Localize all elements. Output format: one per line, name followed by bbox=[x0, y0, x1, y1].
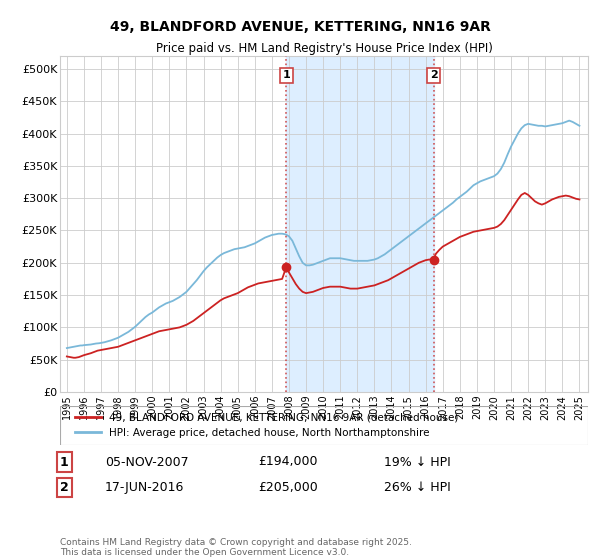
Text: 1: 1 bbox=[283, 71, 290, 81]
Title: Price paid vs. HM Land Registry's House Price Index (HPI): Price paid vs. HM Land Registry's House … bbox=[155, 42, 493, 55]
Text: 2: 2 bbox=[60, 480, 69, 494]
Text: 26% ↓ HPI: 26% ↓ HPI bbox=[384, 480, 451, 494]
Text: 17-JUN-2016: 17-JUN-2016 bbox=[105, 480, 184, 494]
Text: 05-NOV-2007: 05-NOV-2007 bbox=[105, 455, 188, 469]
Text: Contains HM Land Registry data © Crown copyright and database right 2025.
This d: Contains HM Land Registry data © Crown c… bbox=[60, 538, 412, 557]
Legend: 49, BLANDFORD AVENUE, KETTERING, NN16 9AR (detached house), HPI: Average price, : 49, BLANDFORD AVENUE, KETTERING, NN16 9A… bbox=[70, 409, 463, 442]
Text: 2: 2 bbox=[430, 71, 437, 81]
Text: £194,000: £194,000 bbox=[258, 455, 317, 469]
Text: 1: 1 bbox=[60, 455, 69, 469]
Text: £205,000: £205,000 bbox=[258, 480, 318, 494]
Bar bbox=[286, 56, 434, 392]
Text: 19% ↓ HPI: 19% ↓ HPI bbox=[384, 455, 451, 469]
Text: 49, BLANDFORD AVENUE, KETTERING, NN16 9AR: 49, BLANDFORD AVENUE, KETTERING, NN16 9A… bbox=[110, 20, 490, 34]
